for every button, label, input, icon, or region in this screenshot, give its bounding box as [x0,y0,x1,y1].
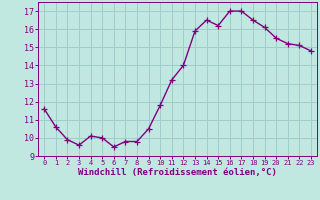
X-axis label: Windchill (Refroidissement éolien,°C): Windchill (Refroidissement éolien,°C) [78,168,277,177]
